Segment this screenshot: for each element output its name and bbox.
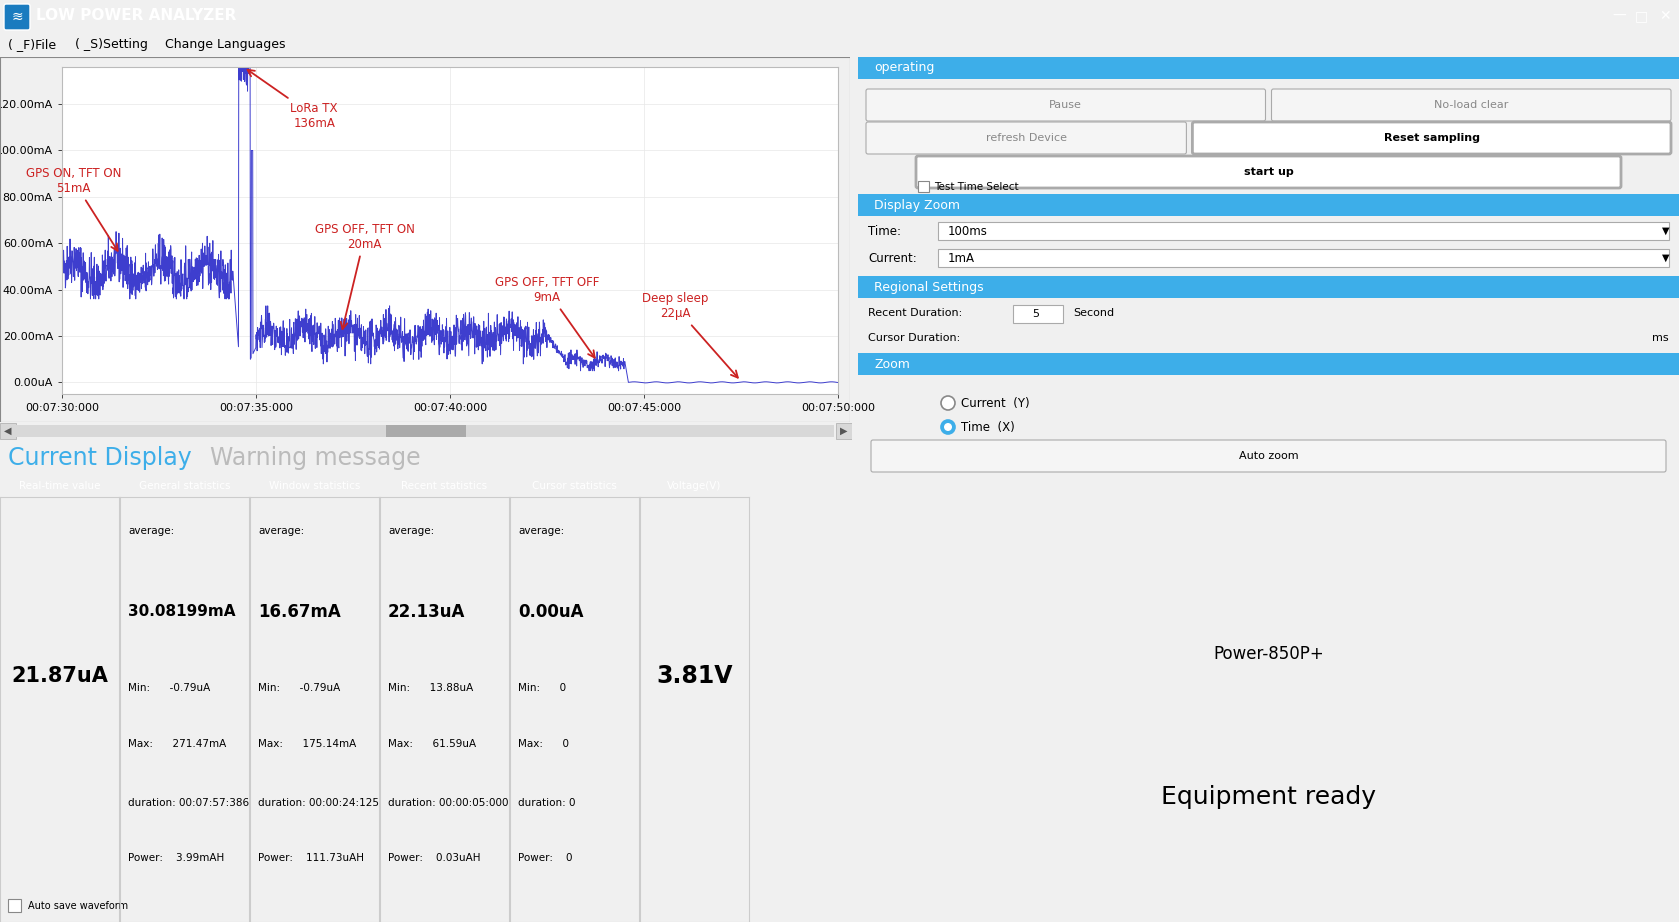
FancyBboxPatch shape [386,425,467,437]
Text: Change Languages: Change Languages [165,38,285,51]
FancyBboxPatch shape [939,222,1669,240]
Text: refresh Device: refresh Device [986,133,1066,143]
Text: 0.00uA: 0.00uA [517,603,583,621]
Text: ▼: ▼ [1662,253,1669,263]
Text: Auto zoom: Auto zoom [1239,451,1298,461]
Text: Cursor Duration:: Cursor Duration: [868,333,960,343]
Text: 3.81V: 3.81V [656,664,732,688]
Text: duration: 0: duration: 0 [517,798,576,808]
FancyBboxPatch shape [858,353,1679,375]
Text: duration: 00:00:05:000: duration: 00:00:05:000 [388,798,509,808]
FancyBboxPatch shape [1271,89,1671,121]
Text: ▶: ▶ [840,426,848,436]
Text: General statistics: General statistics [139,481,230,491]
Text: Test Time Select: Test Time Select [934,182,1019,192]
Text: Power-850P+: Power-850P+ [1214,644,1323,663]
Text: Min:      13.88uA: Min: 13.88uA [388,683,473,693]
Text: Max:      61.59uA: Max: 61.59uA [388,739,477,749]
Text: Min:      0: Min: 0 [517,683,566,693]
FancyBboxPatch shape [1192,122,1671,154]
Text: Auto save waveform: Auto save waveform [29,901,128,911]
FancyBboxPatch shape [918,181,928,192]
FancyBboxPatch shape [0,423,17,439]
Text: Second: Second [1073,308,1115,318]
Text: Cursor statistics: Cursor statistics [532,481,616,491]
Text: GPS ON, TFT ON
51mA: GPS ON, TFT ON 51mA [25,167,121,251]
Text: 22.13uA: 22.13uA [388,603,465,621]
Text: Equipment ready: Equipment ready [1160,785,1377,809]
Text: ( _S)Setting: ( _S)Setting [76,38,148,51]
Text: Min:      -0.79uA: Min: -0.79uA [259,683,341,693]
Text: operating: operating [875,62,935,75]
Text: 1mA: 1mA [949,252,975,265]
Text: Max:      271.47mA: Max: 271.47mA [128,739,227,749]
Text: LOW POWER ANALYZER: LOW POWER ANALYZER [35,8,237,23]
Text: average:: average: [259,526,304,536]
Text: average:: average: [517,526,564,536]
Text: ms: ms [1652,333,1669,343]
Text: □: □ [1634,9,1647,23]
FancyBboxPatch shape [1012,305,1063,323]
Text: Recent statistics: Recent statistics [401,481,487,491]
Text: Power:    3.99mAH: Power: 3.99mAH [128,853,225,863]
Text: Real-time value: Real-time value [18,481,101,491]
Text: Pause: Pause [1049,100,1083,110]
Text: No-load clear: No-load clear [1434,100,1508,110]
FancyBboxPatch shape [866,122,1187,154]
Text: Power:    0.03uAH: Power: 0.03uAH [388,853,480,863]
Text: Time  (X): Time (X) [960,420,1014,433]
Text: 16.67mA: 16.67mA [259,603,341,621]
Text: ◀: ◀ [5,426,12,436]
Text: ( _F)File: ( _F)File [8,38,55,51]
Text: ▼: ▼ [1662,226,1669,236]
Text: Min:      -0.79uA: Min: -0.79uA [128,683,210,693]
Text: average:: average: [128,526,175,536]
Circle shape [940,420,955,434]
Text: Regional Settings: Regional Settings [875,280,984,293]
Text: Display Zoom: Display Zoom [875,198,960,211]
Text: 21.87uA: 21.87uA [12,666,107,685]
FancyBboxPatch shape [836,423,851,439]
FancyBboxPatch shape [17,425,834,437]
FancyBboxPatch shape [871,440,1666,472]
FancyBboxPatch shape [8,899,20,912]
Text: GPS OFF, TFT OFF
9mA: GPS OFF, TFT OFF 9mA [495,277,599,358]
Text: 100ms: 100ms [949,224,987,238]
Text: Power:    111.73uAH: Power: 111.73uAH [259,853,364,863]
Text: Recent Duration:: Recent Duration: [868,308,962,318]
Text: Current Display: Current Display [8,445,191,469]
FancyBboxPatch shape [858,57,1679,79]
Text: average:: average: [388,526,435,536]
Text: duration: 00:00:24:125: duration: 00:00:24:125 [259,798,379,808]
Text: Current:: Current: [868,252,917,265]
Text: 5: 5 [1033,309,1039,319]
Text: GPS OFF, TFT ON
20mA: GPS OFF, TFT ON 20mA [314,223,415,329]
Circle shape [940,396,955,410]
FancyBboxPatch shape [939,249,1669,267]
Text: Window statistics: Window statistics [269,481,361,491]
Text: Deep sleep
22μA: Deep sleep 22μA [641,292,737,378]
FancyBboxPatch shape [866,89,1266,121]
FancyBboxPatch shape [858,194,1679,216]
Text: duration: 00:07:57:386: duration: 00:07:57:386 [128,798,248,808]
Text: Zoom: Zoom [875,358,910,371]
FancyBboxPatch shape [858,276,1679,298]
Text: Reset sampling: Reset sampling [1383,133,1479,143]
Text: start up: start up [1244,167,1293,177]
Text: Time:: Time: [868,224,902,238]
Text: 30.08199mA: 30.08199mA [128,604,235,620]
Text: Current  (Y): Current (Y) [960,396,1029,409]
Text: Max:      0: Max: 0 [517,739,569,749]
Circle shape [944,423,952,431]
Text: ✕: ✕ [1659,9,1671,23]
Text: Voltage(V): Voltage(V) [667,481,722,491]
Text: Power:    0: Power: 0 [517,853,573,863]
Text: Max:      175.14mA: Max: 175.14mA [259,739,356,749]
Text: ≋: ≋ [12,10,24,24]
Text: Warning message: Warning message [210,445,421,469]
Text: LoRa TX
136mA: LoRa TX 136mA [247,70,337,130]
FancyBboxPatch shape [917,156,1620,188]
FancyBboxPatch shape [3,4,30,30]
Text: —: — [1612,9,1625,23]
